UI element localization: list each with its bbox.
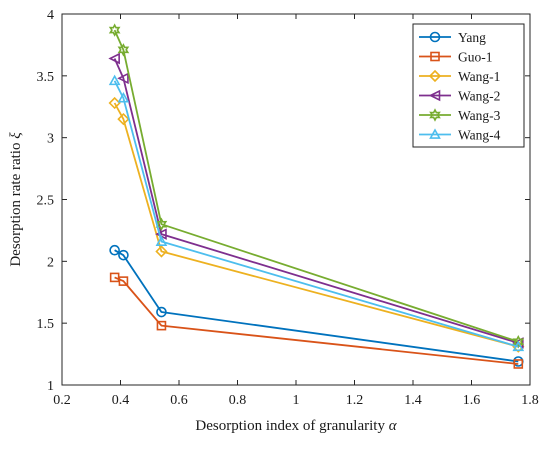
x-axis-title-text: Desorption index of granularity (195, 418, 385, 434)
x-tick-label: 0.2 (53, 393, 71, 408)
x-tick-label: 0.4 (112, 393, 130, 408)
data-point (117, 91, 130, 103)
legend-label: Wang-4 (458, 128, 501, 143)
x-tick-label: 1.2 (346, 393, 364, 408)
x-axis: 0.2 0.4 0.6 0.8 1 1.2 1.4 1.6 1.8 (53, 14, 539, 408)
y-tick-label: 4 (47, 8, 54, 23)
data-point (117, 72, 129, 85)
x-tick-label: 0.6 (170, 393, 188, 408)
x-tick-label: 1.6 (463, 393, 481, 408)
y-axis: 1 1.5 2 2.5 3 3.5 4 (37, 8, 530, 394)
data-point (108, 96, 121, 110)
data-point (156, 320, 167, 331)
series-line (113, 29, 519, 343)
legend-marker (429, 31, 441, 43)
x-axis-title: Desorption index of granularity α (195, 418, 397, 434)
data-point (155, 217, 168, 231)
series-wang-4 (108, 74, 525, 352)
y-tick-label: 2.5 (37, 194, 55, 209)
y-axis-symbol: ξ (8, 132, 24, 139)
data-point (108, 52, 120, 65)
legend-marker (430, 51, 440, 62)
legend-label: Guo-1 (458, 50, 493, 65)
legend-box (412, 23, 525, 148)
data-point (155, 245, 168, 258)
y-tick-label: 3 (47, 132, 54, 147)
data-point (156, 306, 167, 318)
series-yang (109, 244, 524, 367)
legend-label: Wang-1 (458, 69, 500, 84)
series-layer (108, 23, 525, 369)
legend-label: Wang-2 (458, 89, 500, 104)
data-point (108, 74, 121, 86)
y-axis-title-text: Desorption rate ratio (8, 143, 24, 267)
x-tick-label: 1.8 (521, 393, 539, 408)
data-point (118, 276, 129, 286)
x-tick-label: 0.8 (229, 393, 247, 408)
series-line (113, 102, 519, 348)
legend-marker (429, 108, 441, 122)
data-point (109, 244, 120, 256)
x-tick-label: 1.4 (404, 393, 422, 408)
y-axis-title: Desorption rate ratio ξ (8, 132, 24, 267)
series-line (113, 58, 519, 344)
data-point (118, 249, 129, 261)
legend-label: Wang-3 (458, 108, 501, 123)
y-tick-label: 1.5 (37, 317, 55, 332)
legend: Yang Guo-1 Wang-1 Wang-2 Wang-3 Wang-4 (412, 23, 525, 148)
legend-marker (429, 128, 441, 139)
data-point (155, 235, 168, 246)
data-point (512, 340, 525, 352)
data-point (512, 334, 525, 349)
y-tick-label: 1 (47, 379, 54, 394)
series-guo-1 (109, 272, 524, 369)
x-tick-label: 1 (293, 393, 300, 408)
data-point (117, 43, 130, 57)
y-tick-label: 3.5 (37, 70, 55, 85)
x-axis-symbol: α (389, 418, 398, 434)
series-wang-3 (108, 23, 525, 349)
data-point (117, 112, 130, 126)
legend-label: Yang (458, 30, 486, 45)
series-line (113, 80, 519, 348)
legend-marker (428, 69, 442, 83)
y-tick-label: 2 (47, 255, 54, 270)
data-point (108, 23, 121, 37)
data-point (513, 359, 524, 369)
legend-marker (428, 89, 441, 102)
